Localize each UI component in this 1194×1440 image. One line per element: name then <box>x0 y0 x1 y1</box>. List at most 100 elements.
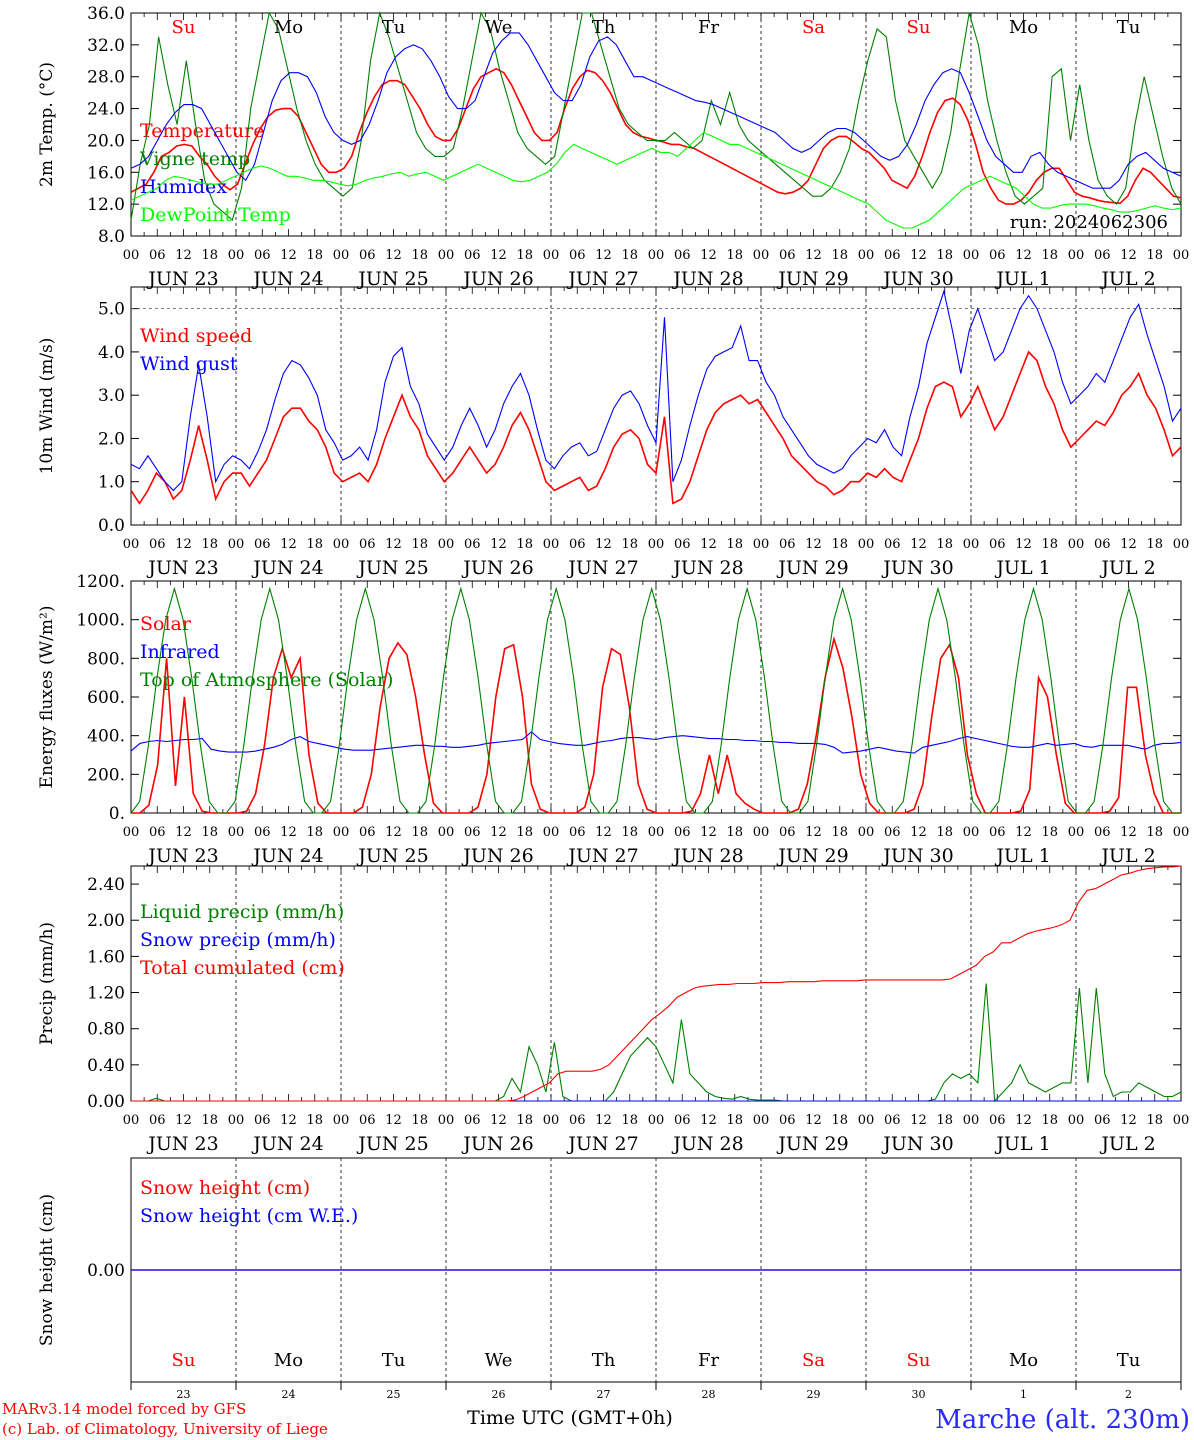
hour-label: 00 <box>333 537 350 552</box>
y-tick-label: 0.40 <box>87 1056 125 1076</box>
hour-label: 12 <box>175 1113 192 1128</box>
legend-label: Wind gust <box>140 353 238 375</box>
hour-label: 18 <box>726 537 743 552</box>
hour-label: 06 <box>989 248 1006 263</box>
hour-label: 18 <box>411 825 428 840</box>
run-annotation: run: 2024062306 <box>1010 212 1168 233</box>
date-label: JUN 23 <box>146 557 218 579</box>
hour-label: 00 <box>963 537 980 552</box>
hour-label: 06 <box>884 825 901 840</box>
day-name-label: Fr <box>698 1350 719 1371</box>
y-tick-label: 400. <box>87 727 125 747</box>
hour-label: 12 <box>700 1113 717 1128</box>
hour-label: 06 <box>884 248 901 263</box>
day-name-label: Fr <box>698 17 719 38</box>
hour-label: 06 <box>149 248 166 263</box>
hour-label: 12 <box>280 1113 297 1128</box>
y-tick-label: 8.0 <box>98 227 125 247</box>
date-label: JUN 29 <box>776 557 848 579</box>
hour-label: 06 <box>674 248 691 263</box>
series-line-temp-3 <box>130 131 1182 229</box>
hour-label: 18 <box>1146 537 1163 552</box>
y-tick-label: 28.0 <box>87 68 125 88</box>
hour-label: 06 <box>254 1113 271 1128</box>
hour-label: 18 <box>1041 248 1058 263</box>
series-line-temp-2 <box>130 32 1182 189</box>
hour-label: 00 <box>963 1113 980 1128</box>
date-label: JUN 23 <box>146 268 218 290</box>
date-label: JUL 1 <box>994 845 1050 867</box>
hour-label: 00 <box>753 248 770 263</box>
hour-label: 12 <box>280 248 297 263</box>
legend-label: Humidex <box>140 176 227 198</box>
legend-label: Snow height (cm W.E.) <box>140 1205 358 1227</box>
date-label: JUN 27 <box>566 557 638 579</box>
legend-label: Solar <box>140 613 192 635</box>
date-label: JUN 28 <box>671 845 743 867</box>
hour-label: 06 <box>1094 537 1111 552</box>
hour-label: 18 <box>726 825 743 840</box>
hour-label: 12 <box>700 825 717 840</box>
legend-label: Temperature <box>140 120 264 142</box>
hour-label: 12 <box>595 1113 612 1128</box>
y-tick-label: 1200. <box>76 572 125 592</box>
hour-label: 06 <box>359 825 376 840</box>
hour-label: 06 <box>464 1113 481 1128</box>
date-label: JUN 25 <box>356 268 428 290</box>
day-name-label: Tu <box>382 17 406 38</box>
hour-label: 00 <box>1173 537 1190 552</box>
hour-label: 12 <box>490 537 507 552</box>
hour-label: 12 <box>175 825 192 840</box>
date-label: JUL 1 <box>994 557 1050 579</box>
credit-line-1: MARv3.14 model forced by GFS <box>2 1400 246 1418</box>
series-line-temp-1 <box>130 11 1182 222</box>
hour-label: 00 <box>1173 825 1190 840</box>
hour-label: 06 <box>569 1113 586 1128</box>
plot-frame-wind <box>130 286 1182 526</box>
day-number-label: 29 <box>807 1388 821 1401</box>
hour-label: 06 <box>674 537 691 552</box>
y-tick-label: 16.0 <box>87 163 125 183</box>
date-label: JUN 28 <box>671 268 743 290</box>
hour-label: 12 <box>385 537 402 552</box>
hour-label: 12 <box>280 537 297 552</box>
hour-label: 18 <box>621 537 638 552</box>
hour-label: 18 <box>1146 825 1163 840</box>
hour-label: 12 <box>1120 825 1137 840</box>
hour-label: 12 <box>805 537 822 552</box>
plot-frame-temp <box>130 12 1182 237</box>
date-label: JUN 23 <box>146 1133 218 1155</box>
y-axis-label: 10m Wind (m/s) <box>37 338 57 475</box>
hour-label: 00 <box>438 1113 455 1128</box>
hour-label: 12 <box>1120 248 1137 263</box>
hour-label: 06 <box>254 537 271 552</box>
hour-label: 18 <box>1146 248 1163 263</box>
y-axis-label: 2m Temp. (°C) <box>37 62 57 187</box>
hour-label: 06 <box>779 825 796 840</box>
hour-label: 06 <box>674 1113 691 1128</box>
hour-label: 18 <box>201 1113 218 1128</box>
hour-label: 18 <box>831 825 848 840</box>
hour-label: 18 <box>201 248 218 263</box>
hour-label: 12 <box>1015 1113 1032 1128</box>
hour-label: 00 <box>648 537 665 552</box>
hour-label: 18 <box>201 537 218 552</box>
day-name-label: Mo <box>274 17 303 38</box>
hour-label: 06 <box>149 537 166 552</box>
day-number-label: 2 <box>1125 1388 1132 1401</box>
hour-label: 00 <box>1068 537 1085 552</box>
hour-label: 00 <box>543 1113 560 1128</box>
date-label: JUN 29 <box>776 268 848 290</box>
hour-label: 18 <box>936 248 953 263</box>
hour-label: 12 <box>805 825 822 840</box>
hour-label: 06 <box>149 1113 166 1128</box>
date-label: JUN 27 <box>566 268 638 290</box>
day-number-label: 1 <box>1020 1388 1027 1401</box>
y-tick-label: 2.00 <box>87 911 125 931</box>
hour-label: 00 <box>648 1113 665 1128</box>
y-tick-label: 1.20 <box>87 984 125 1004</box>
hour-label: 00 <box>1068 248 1085 263</box>
hour-label: 00 <box>858 537 875 552</box>
hour-label: 06 <box>989 1113 1006 1128</box>
hour-label: 06 <box>464 248 481 263</box>
